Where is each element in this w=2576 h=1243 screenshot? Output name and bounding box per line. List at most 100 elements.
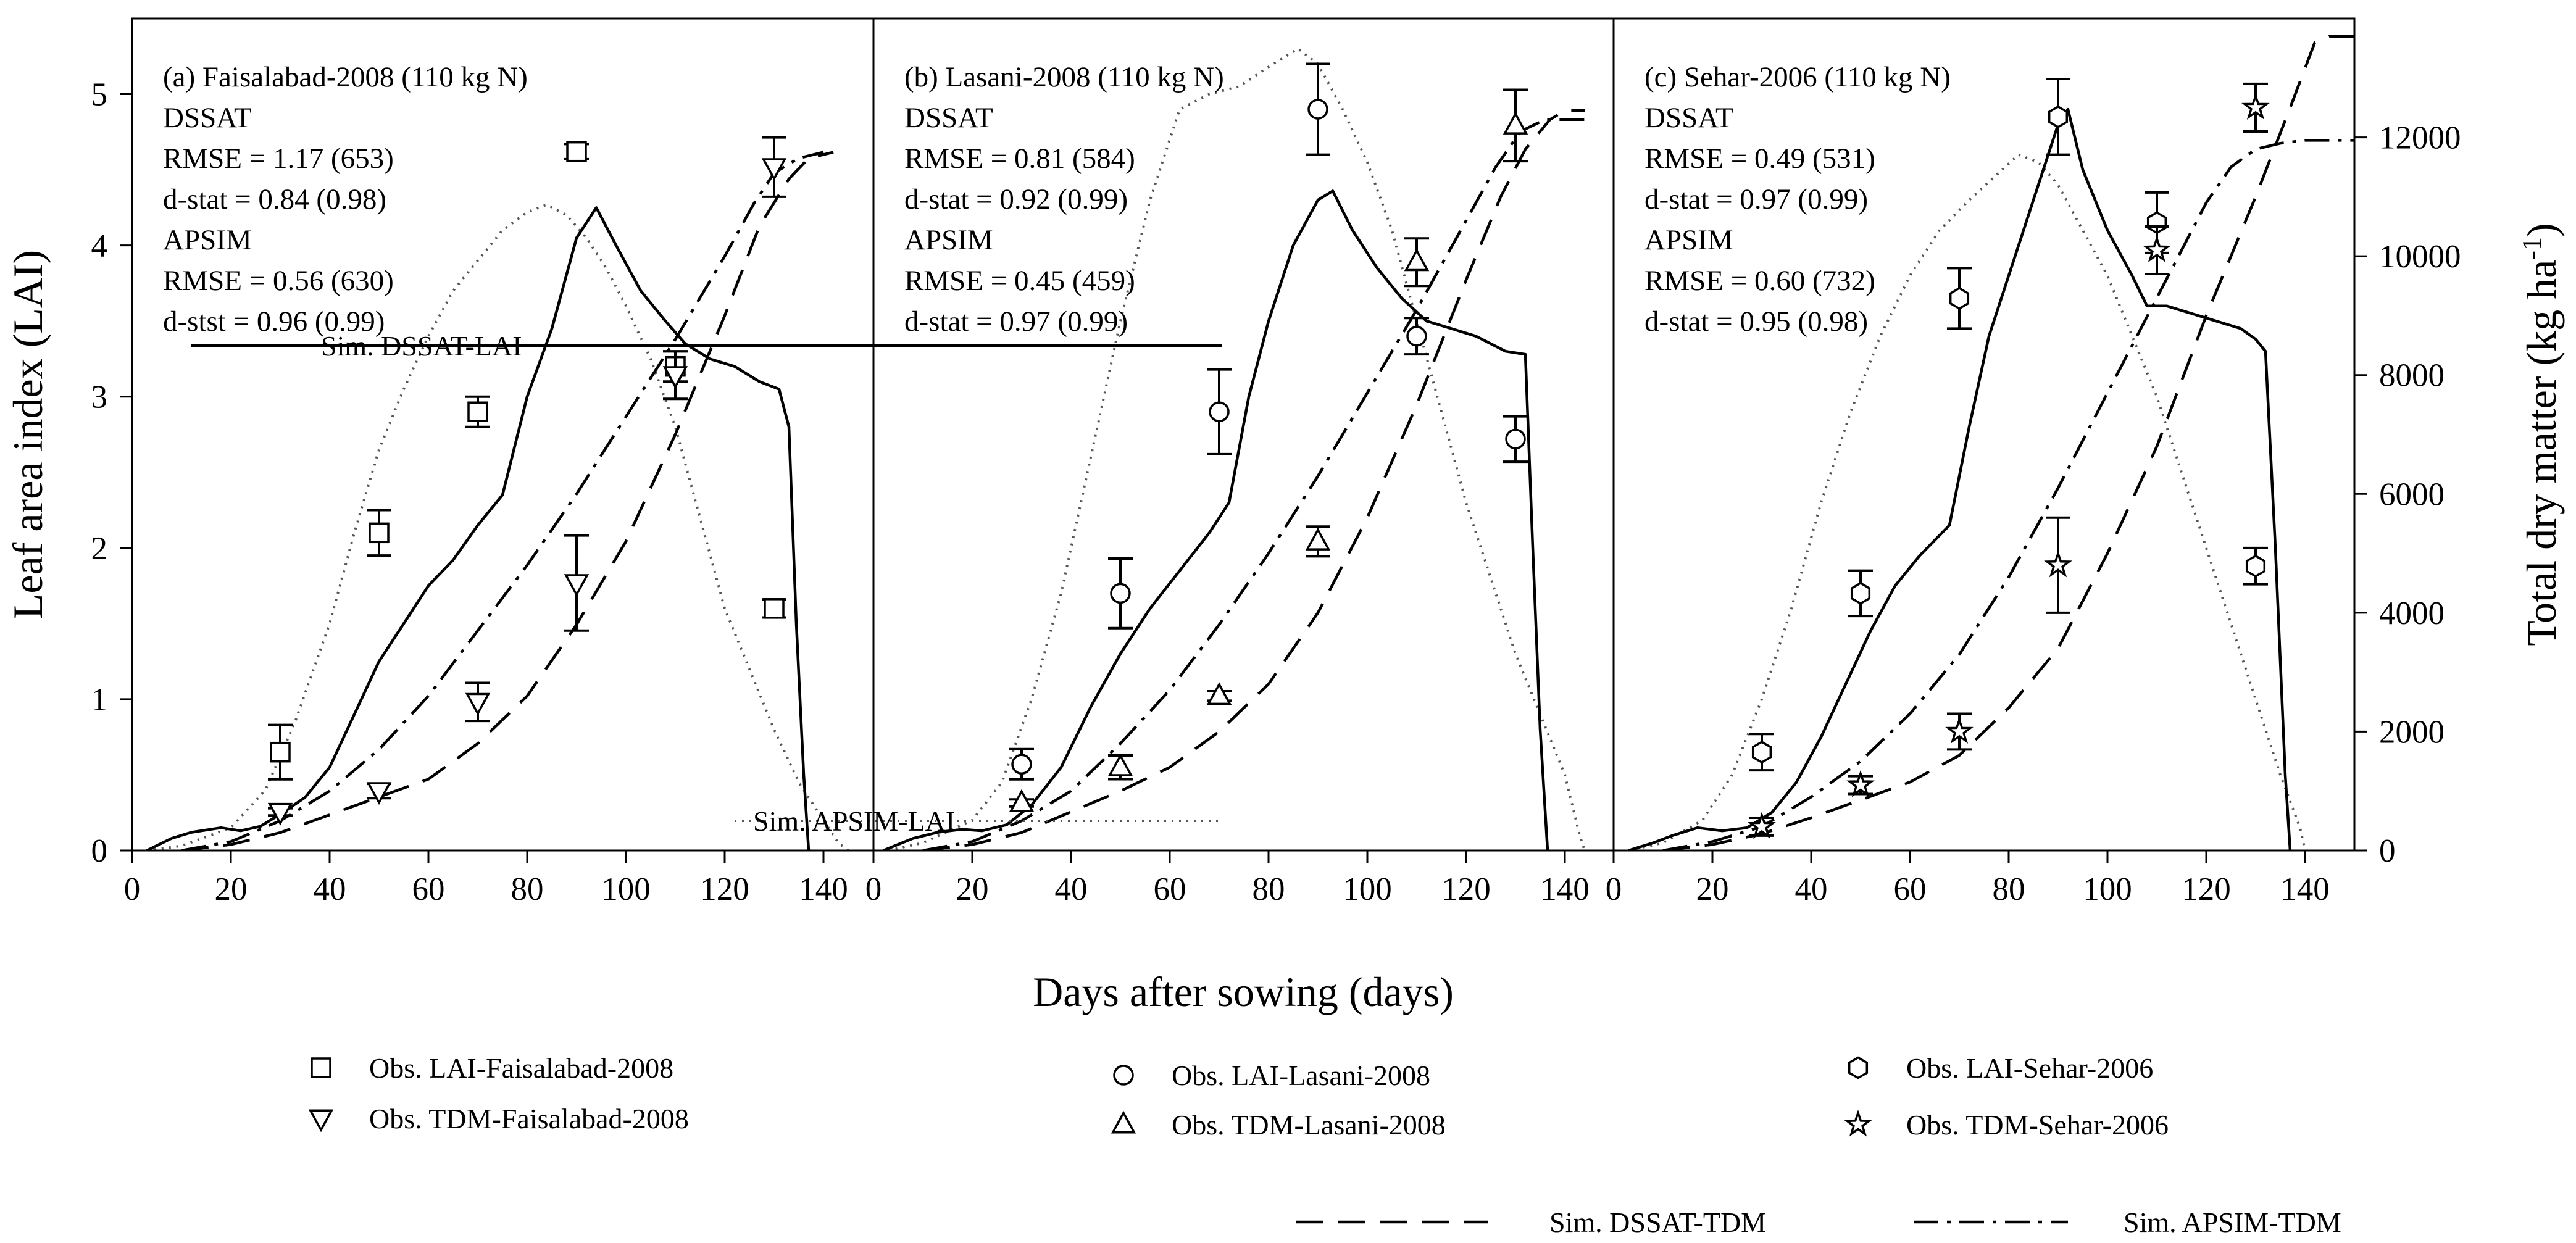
obs-tdm-marker	[2143, 235, 2171, 263]
obs-tdm-marker	[465, 692, 491, 716]
obs-lai-marker	[1949, 286, 1970, 310]
sim-apsim-lai-line	[1628, 153, 2306, 850]
obs-lai-marker	[1110, 583, 1131, 604]
legend-label: Sim. DSSAT-LAI	[321, 330, 522, 362]
obs-tdm-marker	[1748, 812, 1776, 839]
legend-item-long-dash: Sim. DSSAT-TDM	[1296, 1207, 1766, 1238]
x-tick-label: 80	[511, 871, 544, 907]
x-tick-label: 60	[412, 871, 445, 907]
y-right-tick-label: 6000	[2379, 476, 2445, 512]
obs-lai-marker	[566, 141, 587, 162]
x-tick-label: 0	[124, 871, 141, 907]
y-left-tick-label: 1	[91, 682, 108, 718]
x-tick-label: 100	[1343, 871, 1392, 907]
sim-apsim-lai-line	[146, 203, 849, 850]
annotation-line: RMSE = 1.17 (653)	[163, 143, 394, 175]
obs-lai-marker	[270, 741, 291, 763]
panel-b: (b) Lasani-2008 (110 kg N) DSSAT RMSE = 0.…	[865, 19, 1590, 907]
legend-item-dash-dot: Sim. APSIM-TDM	[1914, 1207, 2341, 1238]
legend-hexagon-icon	[1848, 1056, 1869, 1079]
x-tick-label: 100	[601, 871, 651, 907]
obs-lai-marker	[1307, 99, 1328, 120]
legend-item-hexagon: Obs. LAI-Sehar-2006	[1848, 1052, 2153, 1084]
x-tick-label: 80	[1253, 871, 1285, 907]
annotation-line: APSIM	[1644, 224, 1733, 256]
panels-layer: (a) Faisalabad-2008 (110 kg N) DSSAT RMSE …	[124, 19, 2354, 907]
sim-dssat-tdm-line	[922, 109, 1585, 850]
obs-tdm-marker	[1009, 789, 1035, 812]
legend-triangle-up-icon	[1111, 1110, 1136, 1134]
panel-a: (a) Faisalabad-2008 (110 kg N) DSSAT RMSE …	[124, 19, 849, 907]
panel-c: (c) Sehar-2006 (110 kg N) DSSAT RMSE = 0.4…	[1606, 19, 2354, 907]
panel-series	[883, 48, 1586, 850]
legend-square-icon	[311, 1057, 331, 1078]
annotation-line: RMSE = 0.49 (531)	[1644, 143, 1875, 175]
x-tick-label: 140	[1540, 871, 1590, 907]
annotation-line: d-stat = 0.97 (0.99)	[1644, 183, 1868, 215]
x-tick-label: 40	[314, 871, 346, 907]
obs-tdm-marker	[1503, 111, 1528, 135]
x-tick-label: 40	[1055, 871, 1088, 907]
annotation-line: APSIM	[163, 224, 252, 256]
legend-item-star: Obs. TDM-Sehar-2006	[1844, 1109, 2169, 1141]
x-tick-label: 0	[1606, 871, 1622, 907]
legend-label: Sim. APSIM-LAI	[753, 805, 955, 837]
legend-label: Obs. LAI-Faisalabad-2008	[369, 1052, 673, 1084]
legend-label: Sim. DSSAT-TDM	[1549, 1207, 1766, 1238]
annotation-line: d-stat = 0.95 (0.98)	[1644, 306, 1868, 338]
y-right-axis-title: Total dry matter (kg ha-1)	[2517, 223, 2565, 646]
sim-dssat-tdm-line	[181, 151, 834, 850]
obs-lai-marker	[467, 401, 488, 422]
obs-tdm-marker	[267, 802, 293, 826]
x-tick-label: 140	[2280, 871, 2330, 907]
obs-lai-marker	[1850, 581, 1871, 605]
annotation-line: RMSE = 0.60 (732)	[1644, 265, 1875, 297]
legend-label: Obs. LAI-Sehar-2006	[1906, 1052, 2153, 1084]
legend-label: Sim. APSIM-TDM	[2124, 1207, 2341, 1238]
legend-item-square: Obs. LAI-Faisalabad-2008	[311, 1052, 673, 1084]
annotation-line: (a) Faisalabad-2008 (110 kg N)	[163, 61, 528, 93]
annotation-line: (c) Sehar-2006 (110 kg N)	[1644, 61, 1951, 93]
annotation-line: RMSE = 0.56 (630)	[163, 265, 394, 297]
x-tick-label: 120	[2182, 871, 2231, 907]
x-tick-label: 20	[1696, 871, 1729, 907]
y-right-tick-label: 0	[2379, 833, 2396, 869]
annotation-line: d-stat = 0.97 (0.99)	[904, 306, 1128, 338]
legend-item-circle: Obs. LAI-Lasani-2008	[1113, 1060, 1430, 1091]
annotation-line: RMSE = 0.45 (459)	[904, 265, 1135, 297]
annotation-line: DSSAT	[163, 102, 252, 134]
obs-lai-marker	[2245, 554, 2266, 578]
x-tick-label: 20	[956, 871, 989, 907]
legend-item-solid: Sim. DSSAT-LAI	[191, 330, 1222, 362]
x-tick-label: 0	[865, 871, 882, 907]
y-left-tick-label: 5	[91, 77, 108, 113]
x-tick-label: 100	[2083, 871, 2132, 907]
legend-item-triangle-down: Obs. TDM-Faisalabad-2008	[308, 1103, 689, 1134]
obs-tdm-marker	[1945, 717, 1974, 744]
legend-circle-icon	[1113, 1065, 1134, 1086]
panel-annotations: (a) Faisalabad-2008 (110 kg N) DSSAT RMSE …	[163, 61, 528, 338]
y-right-tick-label: 4000	[2379, 596, 2445, 631]
x-tick-label: 120	[700, 871, 749, 907]
obs-tdm-marker	[1206, 682, 1232, 705]
y-right-title-superscript: -1	[2517, 237, 2547, 260]
x-tick-label: 120	[1441, 871, 1491, 907]
obs-tdm-marker	[662, 366, 688, 389]
x-tick-label: 80	[1993, 871, 2025, 907]
obs-tdm-marker	[761, 158, 787, 181]
obs-tdm-marker	[1107, 753, 1133, 776]
y-right-tick-label: 10000	[2379, 239, 2461, 275]
obs-tdm-marker	[366, 782, 392, 805]
panel-annotations: (c) Sehar-2006 (110 kg N) DSSAT RMSE = 0.4…	[1644, 61, 1951, 338]
sim-apsim-tdm-line	[922, 118, 1585, 850]
sim-dssat-lai-line	[883, 189, 1549, 850]
obs-tdm-marker	[1846, 770, 1875, 797]
obs-lai-marker	[1406, 325, 1427, 347]
annotation-line: (b) Lasani-2008 (110 kg N)	[904, 61, 1224, 93]
annotation-line: d-stat = 0.84 (0.98)	[163, 183, 386, 215]
annotation-line: APSIM	[904, 224, 993, 256]
sim-dssat-tdm-line	[1662, 35, 2354, 850]
y-left-tick-label: 2	[91, 531, 108, 567]
legend-layer: Obs. LAI-Faisalabad-2008 Obs. TDM-Faisala…	[191, 330, 2341, 1238]
